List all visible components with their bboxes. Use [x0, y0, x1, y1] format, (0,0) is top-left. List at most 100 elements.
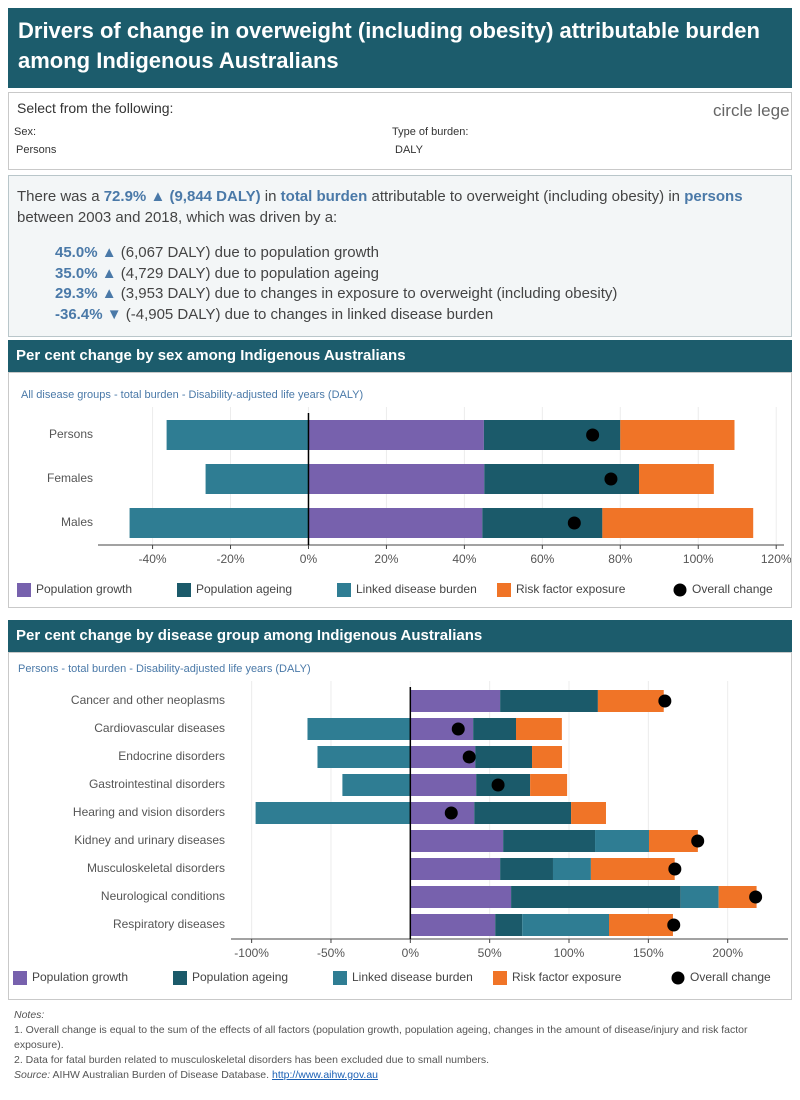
y-tick-label: Persons: [49, 427, 93, 441]
bar: [410, 886, 512, 908]
bar: [620, 420, 735, 450]
bar: [608, 914, 673, 936]
change: 72.9%: [103, 188, 147, 205]
bar: [410, 746, 476, 768]
filter-value[interactable]: Persons: [16, 144, 57, 156]
text: attributable to overweight (including ob…: [371, 188, 681, 205]
overall-dot: [749, 890, 763, 904]
legend-swatch: [493, 971, 507, 985]
filter-heading: Select from the following:: [17, 100, 174, 116]
x-tick-label: 20%: [374, 552, 398, 566]
filter-label: Type of burden:: [392, 126, 469, 138]
bar: [129, 508, 309, 538]
source-label: Source:: [14, 1069, 51, 1081]
summary-text: There was a 72.9% ▲ (9,844 DALY) in tota…: [17, 186, 777, 228]
x-tick-label: 200%: [712, 946, 743, 960]
bar: [532, 746, 563, 768]
text: There was a: [17, 188, 100, 205]
bar: [590, 858, 675, 880]
driver-arrow: ▲: [101, 244, 117, 261]
summary-panel: There was a 72.9% ▲ (9,844 DALY) in tota…: [8, 175, 792, 337]
overall-dot: [567, 516, 581, 530]
bar: [308, 464, 485, 494]
arrow: ▲: [150, 188, 166, 205]
driver-change: 29.3%: [55, 285, 98, 303]
bar: [410, 774, 477, 796]
y-tick-label: Musculoskeletal disorders: [87, 861, 225, 875]
source-link[interactable]: http://www.aihw.gov.au: [271, 1069, 379, 1081]
legend-swatch: [177, 583, 191, 597]
chart-subtitle: All disease groups - total burden - Disa…: [21, 389, 363, 401]
x-tick-label: 50%: [478, 946, 502, 960]
driver-row: 29.3% ▲ (3,953 DALY) due to changes in e…: [55, 284, 617, 305]
legend-label: Overall change: [692, 582, 773, 596]
y-tick-label: Males: [61, 515, 93, 529]
overall-dot: [491, 778, 505, 792]
filter-label: Sex:: [14, 126, 37, 138]
bar: [342, 774, 411, 796]
x-tick-label: 100%: [683, 552, 714, 566]
legend-label: Population ageing: [196, 582, 292, 596]
x-tick-label: 120%: [761, 552, 792, 566]
legend-label: Population ageing: [192, 970, 288, 984]
y-tick-label: Endocrine disorders: [118, 749, 225, 763]
y-tick-label: Cancer and other neoplasms: [71, 693, 225, 707]
driver-text: (-4,905 DALY) due to changes in linked d…: [125, 306, 494, 324]
driver-change: 35.0%: [55, 264, 98, 282]
bar: [482, 508, 603, 538]
chart: All disease groups - total burden - Disa…: [8, 372, 792, 608]
bar: [680, 886, 719, 908]
bar: [500, 690, 598, 712]
legend-label: Population growth: [32, 970, 128, 984]
bar: [511, 886, 681, 908]
x-tick-label: -40%: [139, 552, 167, 566]
driver-text: (4,729 DALY) due to population ageing: [120, 264, 379, 282]
overall-dot: [667, 918, 681, 932]
legend-label: Linked disease burden: [356, 582, 477, 596]
legend-swatch: [497, 583, 511, 597]
bar: [602, 508, 754, 538]
driver-text: (6,067 DALY) due to population growth: [120, 244, 379, 261]
legend-swatch: [337, 583, 351, 597]
measure: total burden: [280, 188, 368, 205]
legend-stub: circle lege: [713, 101, 790, 120]
bar: [503, 830, 596, 852]
bar: [552, 858, 591, 880]
legend-swatch: [673, 583, 687, 597]
bar: [166, 420, 309, 450]
chart-title: Per cent change by disease group among I…: [8, 620, 792, 652]
filter-value[interactable]: DALY: [395, 144, 423, 156]
overall-dot: [444, 806, 458, 820]
bar: [474, 802, 572, 824]
bar: [475, 746, 533, 768]
y-tick-label: Kidney and urinary diseases: [74, 833, 225, 847]
bar: [317, 746, 411, 768]
y-tick-label: Respiratory diseases: [113, 917, 225, 931]
x-tick-label: -20%: [217, 552, 245, 566]
y-tick-label: Gastrointestinal disorders: [89, 777, 225, 791]
driver-row: -36.4% ▼ (-4,905 DALY) due to changes in…: [55, 305, 617, 326]
x-tick-label: 80%: [608, 552, 632, 566]
overall-dot: [451, 722, 465, 736]
overall-dot: [462, 750, 476, 764]
x-tick-label: 40%: [452, 552, 476, 566]
driver-text: (3,953 DALY) due to changes in exposure …: [120, 285, 618, 303]
legend-swatch: [17, 583, 31, 597]
text: between 2003 and 2018, which was driven …: [17, 209, 338, 226]
x-tick-label: -50%: [317, 946, 345, 960]
x-tick-label: 0%: [300, 552, 318, 566]
x-tick-label: -100%: [234, 946, 269, 960]
bar: [597, 690, 664, 712]
driver-row: 45.0% ▲ (6,067 DALY) due to population g…: [55, 243, 617, 264]
bar: [410, 914, 496, 936]
chart-title: Per cent change by sex among Indigenous …: [8, 340, 792, 372]
group: persons: [684, 188, 743, 205]
x-tick-label: 100%: [554, 946, 585, 960]
bar: [205, 464, 309, 494]
driver-change: -36.4%: [55, 306, 103, 324]
notes: Notes: 1. Overall change is equal to the…: [14, 1008, 788, 1083]
legend-label: Risk factor exposure: [516, 582, 626, 596]
legend-swatch: [13, 971, 27, 985]
bar: [500, 858, 553, 880]
legend-swatch: [333, 971, 347, 985]
